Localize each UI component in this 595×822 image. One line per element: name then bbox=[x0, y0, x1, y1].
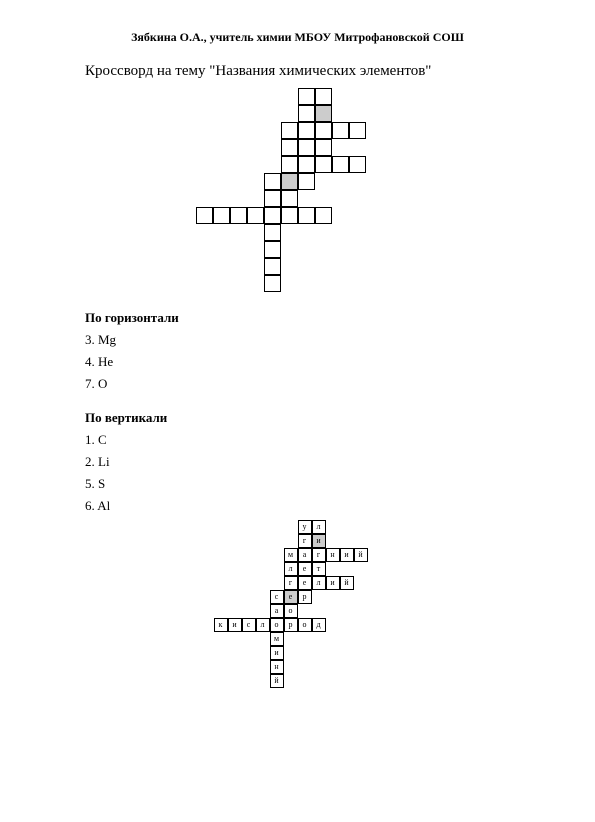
crossword-cell: с bbox=[270, 590, 284, 604]
crossword-cell bbox=[315, 139, 332, 156]
crossword-cell bbox=[281, 173, 298, 190]
crossword-cell bbox=[281, 122, 298, 139]
crossword-cell bbox=[298, 105, 315, 122]
crossword-cell bbox=[281, 156, 298, 173]
crossword-cell: н bbox=[326, 548, 340, 562]
crossword-cell bbox=[264, 275, 281, 292]
crossword-cell bbox=[264, 224, 281, 241]
clue-vertical: 2. Li bbox=[85, 454, 510, 470]
crossword-cell bbox=[281, 190, 298, 207]
crossword-cell: г bbox=[298, 534, 312, 548]
crossword-cell: о bbox=[284, 604, 298, 618]
crossword-grid-filled: улгимагнийлетгелийсераокислородминй bbox=[85, 520, 510, 688]
crossword-cell bbox=[264, 258, 281, 275]
crossword-cell bbox=[196, 207, 213, 224]
crossword-cell bbox=[315, 156, 332, 173]
crossword-cell: е bbox=[298, 576, 312, 590]
crossword-cell: и bbox=[340, 548, 354, 562]
crossword-cell: л bbox=[256, 618, 270, 632]
crossword-cell bbox=[315, 207, 332, 224]
crossword-cell bbox=[332, 156, 349, 173]
clue-vertical: 6. Al bbox=[85, 498, 510, 514]
crossword-cell: й bbox=[340, 576, 354, 590]
clue-horizontal: 3. Mg bbox=[85, 332, 510, 348]
crossword-cell: р bbox=[298, 590, 312, 604]
crossword-cell bbox=[264, 173, 281, 190]
crossword-cell: у bbox=[298, 520, 312, 534]
crossword-grid-blank bbox=[85, 88, 510, 292]
crossword-cell: н bbox=[270, 660, 284, 674]
crossword-cell bbox=[298, 122, 315, 139]
crossword-cell bbox=[298, 156, 315, 173]
crossword-cell bbox=[230, 207, 247, 224]
crossword-cell: г bbox=[284, 576, 298, 590]
crossword-cell bbox=[247, 207, 264, 224]
crossword-cell bbox=[315, 88, 332, 105]
crossword-cell: г bbox=[312, 548, 326, 562]
crossword-cell: м bbox=[270, 632, 284, 646]
crossword-cell: д bbox=[312, 618, 326, 632]
crossword-cell: и bbox=[228, 618, 242, 632]
crossword-cell: т bbox=[312, 562, 326, 576]
crossword-cell: л bbox=[284, 562, 298, 576]
crossword-cell: м bbox=[284, 548, 298, 562]
crossword-cell: и bbox=[312, 534, 326, 548]
crossword-cell: к bbox=[214, 618, 228, 632]
crossword-cell: о bbox=[270, 618, 284, 632]
crossword-cell bbox=[349, 156, 366, 173]
crossword-cell bbox=[298, 88, 315, 105]
crossword-cell: й bbox=[354, 548, 368, 562]
crossword-cell bbox=[264, 241, 281, 258]
crossword-title: Кроссворд на тему "Названия химических э… bbox=[85, 63, 510, 80]
crossword-cell: и bbox=[270, 646, 284, 660]
crossword-cell bbox=[298, 173, 315, 190]
horizontal-header: По горизонтали bbox=[85, 310, 510, 326]
clue-horizontal: 7. O bbox=[85, 376, 510, 392]
crossword-cell: й bbox=[270, 674, 284, 688]
crossword-cell bbox=[264, 207, 281, 224]
clue-vertical: 5. S bbox=[85, 476, 510, 492]
crossword-cell bbox=[315, 105, 332, 122]
author-line: Зябкина О.А., учитель химии МБОУ Митрофа… bbox=[85, 30, 510, 45]
crossword-cell bbox=[213, 207, 230, 224]
crossword-cell: л bbox=[312, 576, 326, 590]
crossword-cell: р bbox=[284, 618, 298, 632]
clue-horizontal: 4. He bbox=[85, 354, 510, 370]
vertical-header: По вертикали bbox=[85, 410, 510, 426]
clue-vertical: 1. C bbox=[85, 432, 510, 448]
crossword-cell: е bbox=[284, 590, 298, 604]
crossword-cell: с bbox=[242, 618, 256, 632]
crossword-cell: и bbox=[326, 576, 340, 590]
crossword-cell: о bbox=[298, 618, 312, 632]
crossword-cell bbox=[332, 122, 349, 139]
crossword-cell bbox=[281, 139, 298, 156]
crossword-cell bbox=[315, 122, 332, 139]
crossword-cell bbox=[264, 190, 281, 207]
crossword-cell: е bbox=[298, 562, 312, 576]
crossword-cell bbox=[298, 207, 315, 224]
crossword-cell: а bbox=[298, 548, 312, 562]
crossword-cell: л bbox=[312, 520, 326, 534]
crossword-cell: а bbox=[270, 604, 284, 618]
crossword-cell bbox=[281, 207, 298, 224]
crossword-cell bbox=[298, 139, 315, 156]
crossword-cell bbox=[349, 122, 366, 139]
